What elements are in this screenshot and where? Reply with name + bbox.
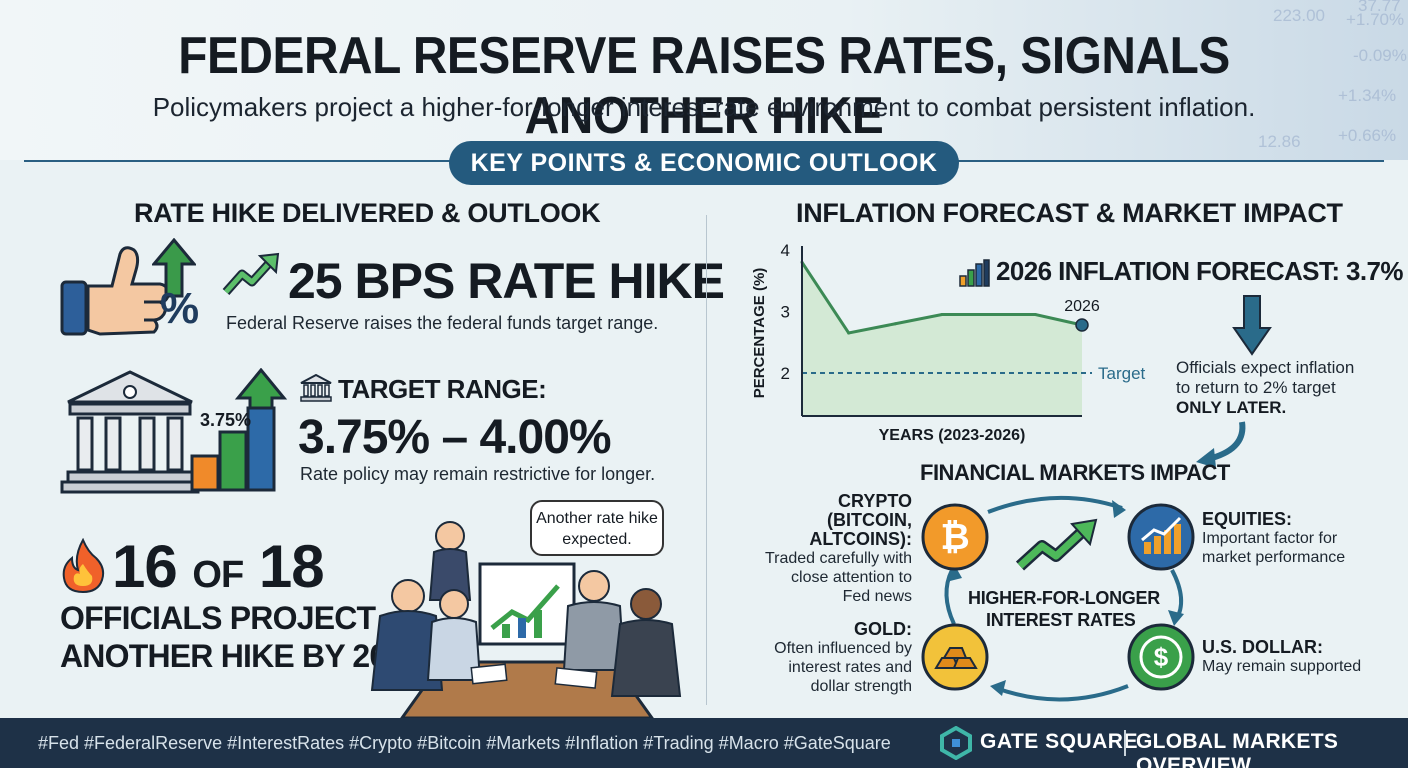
ticker-value: +0.66%	[1338, 126, 1397, 145]
up-arrow-icon	[152, 238, 196, 298]
y-tick-label: 3	[781, 302, 790, 321]
crypto-title-1: CRYPTO	[837, 491, 912, 511]
rate-hike-description: Federal Reserve raises the federal funds…	[226, 313, 659, 333]
section-banner: KEY POINTS & ECONOMIC OUTLOOK	[449, 141, 959, 185]
officials-count-total: 18	[258, 533, 325, 600]
ticker-value: -0.09%	[1353, 46, 1407, 65]
ticker-background: 223.00 37.77 +1.70% -0.09% +1.34% 12.86 …	[1168, 0, 1408, 160]
ticker-value: 223.00	[1273, 6, 1325, 25]
crypto-desc-1: Traded carefully with	[764, 550, 912, 567]
data-point	[847, 331, 851, 335]
svg-text:$: $	[1154, 642, 1169, 672]
center-label-2: INTEREST RATES	[986, 610, 1136, 630]
dollar-block: U.S. DOLLAR: May remain supported	[1202, 638, 1392, 676]
bank-icon	[60, 370, 200, 494]
gold-block: GOLD: Often influenced by interest rates…	[740, 620, 912, 696]
data-point	[1033, 313, 1037, 317]
target-range-description: Rate policy may remain restrictive for l…	[300, 464, 656, 484]
center-label-1: HIGHER-FOR-LONGER	[968, 588, 1160, 608]
gold-title: GOLD:	[854, 619, 912, 639]
area-fill	[802, 262, 1082, 416]
target-range-label: TARGET RANGE:	[338, 374, 547, 404]
officials-line-1: OFFICIALS PROJECT	[60, 600, 376, 636]
x-axis-label: YEARS (2023-2026)	[879, 427, 1026, 444]
page-title: FEDERAL RESERVE RAISES RATES, SIGNALS AN…	[178, 27, 1230, 145]
page-subtitle: Policymakers project a higher-for-longer…	[152, 92, 1256, 122]
end-point-label: 2026	[1064, 298, 1100, 315]
officials-line-2: ANOTHER HIKE BY 2026	[60, 638, 421, 674]
data-point	[940, 313, 944, 317]
ticker-value: +1.70%	[1346, 10, 1405, 29]
left-section-heading: RATE HIKE DELIVERED & OUTLOOK	[134, 198, 601, 228]
forecast-label: 2026 INFLATION FORECAST: 3.7%	[996, 256, 1403, 286]
expect-line-2: to return to 2% target	[1176, 378, 1336, 397]
footer-bar	[0, 718, 1408, 768]
column-divider	[706, 215, 707, 705]
ticker-value: 12.86	[1258, 132, 1301, 151]
officials-count-number: 16	[112, 533, 178, 600]
expect-line-3: ONLY LATER.	[1176, 398, 1287, 417]
officials-count: 16 OF 18	[112, 532, 325, 601]
crypto-title-2: (BITCOIN, ALTCOINS):	[809, 510, 912, 549]
dollar-desc-1: May remain supported	[1202, 658, 1362, 675]
rate-hike-headline: 25 BPS RATE HIKE	[288, 253, 725, 309]
meeting-illustration	[370, 521, 682, 718]
gold-bars-icon	[921, 623, 989, 691]
equities-title: EQUITIES:	[1202, 509, 1293, 529]
end-point-marker	[1075, 318, 1089, 332]
dollar-title: U.S. DOLLAR:	[1202, 637, 1323, 657]
percent-symbol: %	[160, 284, 199, 333]
crypto-desc-3: Fed news	[842, 588, 912, 605]
crypto-desc-2: close attention to	[791, 569, 912, 586]
svg-text:₿: ₿	[940, 516, 969, 557]
header-background	[0, 0, 1408, 160]
market-cycle	[944, 496, 1184, 702]
equities-desc-2: market performance	[1202, 549, 1346, 566]
right-section-heading: INFLATION FORECAST & MARKET IMPACT	[796, 198, 1343, 228]
equities-block: EQUITIES: Important factor for market pe…	[1202, 510, 1392, 567]
rising-bars-icon	[190, 368, 288, 492]
ticker-value: +1.34%	[1338, 86, 1397, 105]
footer-brand: GATE SQUARE	[980, 730, 1138, 753]
fire-icon	[62, 538, 105, 594]
down-arrow-icon	[1232, 295, 1272, 356]
target-label: Target	[1098, 364, 1146, 383]
bank-small-icon	[300, 374, 332, 402]
bitcoin-icon: ₿	[921, 503, 989, 571]
bar-rate-label: 3.75%	[200, 410, 252, 430]
bar-chart-icon	[959, 259, 990, 287]
footer-tagline: GLOBAL MARKETS OVERVIEW	[1136, 730, 1339, 768]
gate-logo-icon	[940, 726, 972, 760]
y-tick-label: 4	[781, 241, 790, 260]
markets-heading: FINANCIAL MARKETS IMPACT	[920, 460, 1230, 485]
footer-brand-divider	[1124, 730, 1126, 756]
data-point	[893, 322, 897, 326]
crypto-block: CRYPTO (BITCOIN, ALTCOINS): Traded caref…	[740, 492, 912, 606]
equities-desc-1: Important factor for	[1202, 530, 1338, 547]
thumbs-up-icon	[60, 246, 170, 336]
dollar-icon: $	[1127, 623, 1195, 691]
equities-chart-icon	[1127, 503, 1195, 571]
gold-desc-2: interest rates and	[788, 659, 912, 676]
trend-arrow-icon	[222, 252, 280, 295]
data-point	[987, 313, 991, 317]
curved-arrow-icon	[1196, 421, 1246, 468]
gold-desc-3: dollar strength	[810, 678, 912, 695]
officials-count-of: OF	[192, 554, 244, 596]
y-axis-label: PERCENTAGE (%)	[751, 268, 768, 399]
y-tick-label: 2	[781, 364, 790, 383]
expect-line-1: Officials expect inflation	[1176, 358, 1355, 377]
footer-hashtags: #Fed #FederalReserve #InterestRates #Cry…	[38, 733, 891, 753]
ticker-value: 37.77	[1358, 0, 1401, 15]
gold-desc-1: Often influenced by	[774, 640, 912, 657]
speech-bubble: Another rate hike expected.	[530, 500, 664, 556]
target-range-value: 3.75% – 4.00%	[298, 411, 612, 464]
inflation-chart: 2026 Target 4 3 2 PERCENTAGE (%) YEARS (2023-2…	[751, 241, 1146, 444]
